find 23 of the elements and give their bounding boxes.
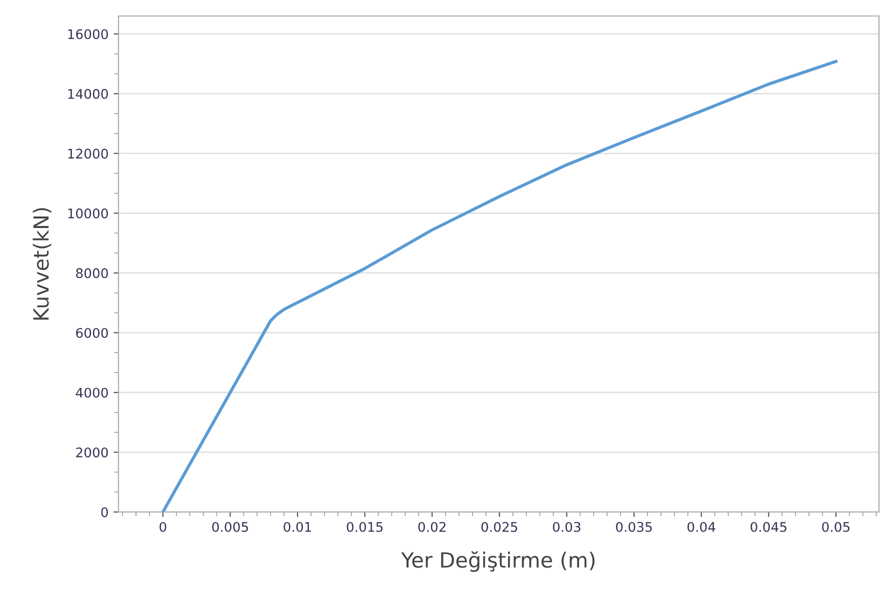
x-axis-title: Yer Değiştirme (m) bbox=[401, 551, 595, 572]
y-tick-label: 10000 bbox=[68, 208, 108, 218]
x-tick-label: 0.05 bbox=[822, 522, 850, 532]
x-tick-label: 0.015 bbox=[346, 522, 383, 532]
y-tick-label: 6000 bbox=[76, 328, 108, 338]
x-tick-label: 0.005 bbox=[212, 522, 248, 532]
x-tick-label: 0 bbox=[160, 522, 166, 532]
y-axis-title: Kuvvet(kN) bbox=[32, 208, 52, 320]
x-tick-label: 0.01 bbox=[284, 522, 311, 532]
x-tick-label: 0.045 bbox=[750, 522, 786, 532]
y-tick-label: 0 bbox=[101, 507, 108, 518]
y-tick-label: 2000 bbox=[76, 447, 108, 458]
y-tick-label: 16000 bbox=[68, 29, 108, 40]
y-tick-label: 4000 bbox=[76, 388, 108, 398]
x-tick-label: 0.035 bbox=[616, 522, 652, 532]
x-tick-label: 0.025 bbox=[481, 522, 518, 532]
y-tick-label: 8000 bbox=[76, 268, 108, 278]
x-tick-label: 0.04 bbox=[688, 522, 716, 532]
x-tick-label: 0.02 bbox=[418, 522, 446, 532]
y-tick-label: 12000 bbox=[68, 148, 108, 159]
line-series bbox=[161, 60, 838, 512]
y-tick-label: 14000 bbox=[68, 88, 108, 99]
x-tick-label: 0.03 bbox=[552, 522, 580, 532]
